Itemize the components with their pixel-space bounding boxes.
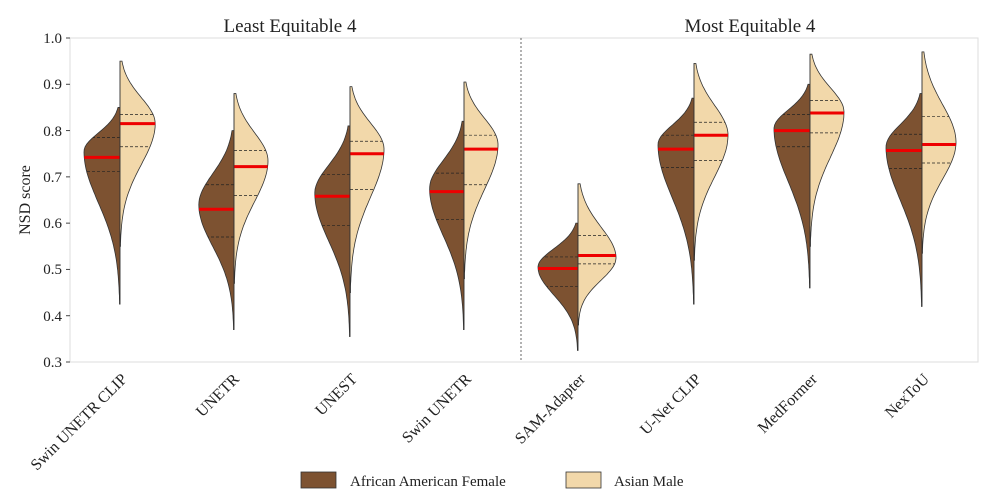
y-tick-label: 0.4 [43,309,62,325]
violin-layer [83,51,957,351]
panel-title-left: Least Equitable 4 [224,16,357,37]
violin-half-right [233,93,269,284]
x-tick-labels: Swin UNETR CLIP UNETR UNEST Swin UNETR S… [28,370,933,474]
x-tick-label: MedFormer [755,370,822,437]
x-tick-label: Swin UNETR [399,371,475,447]
legend-swatch-left [300,471,337,489]
violin-half-right [119,60,156,247]
y-axis-label: NSD score [17,165,34,235]
violin-half-left [198,130,235,330]
x-tick-label: UNETR [193,371,243,421]
x-tick-label: Swin UNETR CLIP [28,371,131,474]
grid-layer [66,37,70,363]
violin-half-right [463,81,499,280]
violin-half-left [314,125,351,337]
x-tick-label: SAM-Adapter [512,370,589,447]
x-tick-label: U-Net CLIP [637,371,705,439]
violin-half-left [885,93,923,307]
y-tick-label: 0.5 [43,262,62,278]
violin-half-left [773,83,811,289]
y-tick-label: 1.0 [43,31,62,47]
x-tick-label: UNEST [312,371,361,420]
y-tick-label: 0.6 [43,216,62,232]
y-tick-label: 0.3 [43,355,62,371]
legend-label-right: Asian Male [614,474,684,490]
legend: African American Female Asian Male [300,471,684,490]
x-tick-label: NexToU [882,370,933,421]
panel-title-right: Most Equitable 4 [685,16,816,37]
violin-half-right [809,53,845,247]
violin-half-left [429,120,465,330]
legend-label-left: African American Female [350,474,506,490]
violin-half-left [83,106,121,305]
y-tick-label: 0.7 [43,170,62,186]
violin-half-left [657,97,695,305]
violin-half-right [693,63,729,261]
legend-swatch-right [565,471,602,489]
y-tick-label: 0.8 [43,124,62,140]
violin-half-right [921,51,957,254]
y-tick-labels: 0.3 0.4 0.5 0.6 0.7 0.8 0.9 1.0 [43,31,62,371]
y-tick-label: 0.9 [43,77,62,93]
plot-frame [69,37,979,363]
